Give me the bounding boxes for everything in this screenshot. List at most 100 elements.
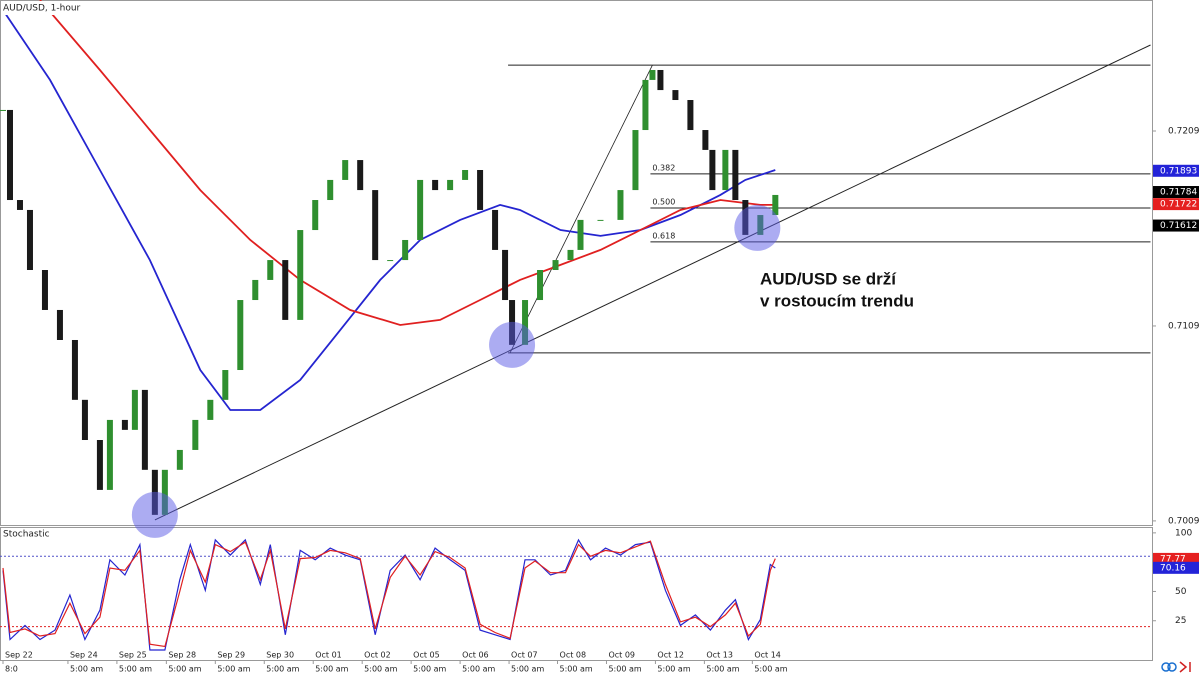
price-marker-label: 0.71612 xyxy=(1160,221,1197,231)
stochastic-panel xyxy=(0,527,1153,661)
fib-level-label: 0.382 xyxy=(652,163,675,172)
candle xyxy=(552,260,559,271)
candle xyxy=(657,69,664,91)
x-tick-label: Sep 28 xyxy=(168,651,196,660)
moving-average xyxy=(39,0,776,326)
fib-level-label: 0.618 xyxy=(652,231,675,240)
chart-title: AUD/USD, 1-hour xyxy=(3,4,81,14)
x-tick-time: 5:00 am xyxy=(70,665,103,674)
candle xyxy=(492,209,499,250)
candle xyxy=(687,100,694,131)
candle xyxy=(161,469,168,515)
x-tick-time: 5:00 am xyxy=(754,665,787,674)
candle xyxy=(207,399,214,420)
candle xyxy=(632,130,639,191)
highlight xyxy=(131,491,178,538)
x-tick-label: Oct 07 xyxy=(511,651,538,660)
candle xyxy=(176,449,183,470)
moving-average xyxy=(2,9,776,411)
candle xyxy=(131,389,138,430)
candle xyxy=(192,419,199,450)
stochastic-line xyxy=(2,538,776,651)
price-marker-label: 0.71784 xyxy=(1160,188,1197,198)
stochastic-marker-box xyxy=(1153,561,1199,574)
y-tick-label: 50 xyxy=(1175,587,1187,597)
x-tick-time: 5:00 am xyxy=(413,665,446,674)
stochastic-line xyxy=(2,540,776,648)
x-tick-time: 5:00 am xyxy=(217,665,250,674)
stochastic-marker-label: 77.77 xyxy=(1160,554,1186,564)
candle xyxy=(597,219,604,221)
candle xyxy=(106,419,113,490)
x-tick-time: 5:00 am xyxy=(364,665,397,674)
x-tick-time: 5:00 am xyxy=(119,665,152,674)
candle xyxy=(387,260,394,262)
candle xyxy=(312,200,319,231)
candle xyxy=(327,179,334,201)
corner-icons xyxy=(1161,661,1191,673)
candle xyxy=(237,300,244,371)
candle xyxy=(432,179,439,191)
candle xyxy=(41,270,48,310)
candle xyxy=(252,279,259,301)
candle xyxy=(96,440,103,490)
x-tick-label: Oct 14 xyxy=(754,651,781,660)
annotation: AUD/USD se drží xyxy=(760,269,897,288)
candle xyxy=(502,249,509,301)
x-tick-label: Sep 24 xyxy=(70,651,98,660)
candle xyxy=(537,270,544,301)
x-tick-time: 5:00 am xyxy=(560,665,593,674)
x-tick-label: Sep 29 xyxy=(217,651,245,660)
fib-level-label: 0.500 xyxy=(652,198,675,207)
candle xyxy=(462,169,469,180)
x-tick-time: 5:00 am xyxy=(608,665,641,674)
candle xyxy=(6,109,13,201)
candle xyxy=(121,419,128,430)
candle xyxy=(642,79,649,131)
stoch-title-box xyxy=(1,528,41,540)
x-tick-time: 5:00 am xyxy=(168,665,201,674)
candle xyxy=(402,239,409,261)
highlight xyxy=(489,321,536,368)
candle xyxy=(702,130,709,150)
candle xyxy=(577,219,584,250)
x-tick-label: Oct 02 xyxy=(364,651,391,660)
price-marker-label: 0.71722 xyxy=(1160,200,1197,210)
candle xyxy=(357,160,364,191)
candle xyxy=(522,300,529,345)
candle xyxy=(417,179,424,240)
x-tick-label: Sep 30 xyxy=(266,651,294,660)
price-marker-box xyxy=(1153,186,1199,199)
price-marker-label: 0.71893 xyxy=(1160,166,1197,176)
candle xyxy=(722,149,729,191)
candle xyxy=(567,249,574,261)
y-tick-label: 100 xyxy=(1175,528,1192,538)
candle xyxy=(447,179,454,191)
candle xyxy=(477,169,484,210)
candle xyxy=(81,399,88,441)
x-tick-time: 5:00 am xyxy=(462,665,495,674)
x-tick-label: Oct 06 xyxy=(462,651,489,660)
y-tick-label: 25 xyxy=(1175,616,1186,626)
candle xyxy=(222,370,229,400)
candle xyxy=(267,260,274,280)
candle xyxy=(732,149,739,201)
x-tick-label: Sep 22 xyxy=(5,651,33,660)
candle xyxy=(342,160,349,180)
fib-swing xyxy=(509,64,653,354)
x-tick-time: 5:00 am xyxy=(657,665,690,674)
candle xyxy=(372,190,379,261)
x-tick-label: Oct 09 xyxy=(608,651,635,660)
title-box xyxy=(1,1,69,15)
candle xyxy=(709,149,716,191)
price-marker-box xyxy=(1153,219,1199,232)
y-tick-label: 0.71097 xyxy=(1168,321,1200,331)
price-marker-box xyxy=(1153,198,1199,211)
icon xyxy=(1161,662,1171,672)
icon xyxy=(1179,661,1191,673)
annotation: v rostoucím trendu xyxy=(760,291,914,310)
candle xyxy=(0,109,6,111)
